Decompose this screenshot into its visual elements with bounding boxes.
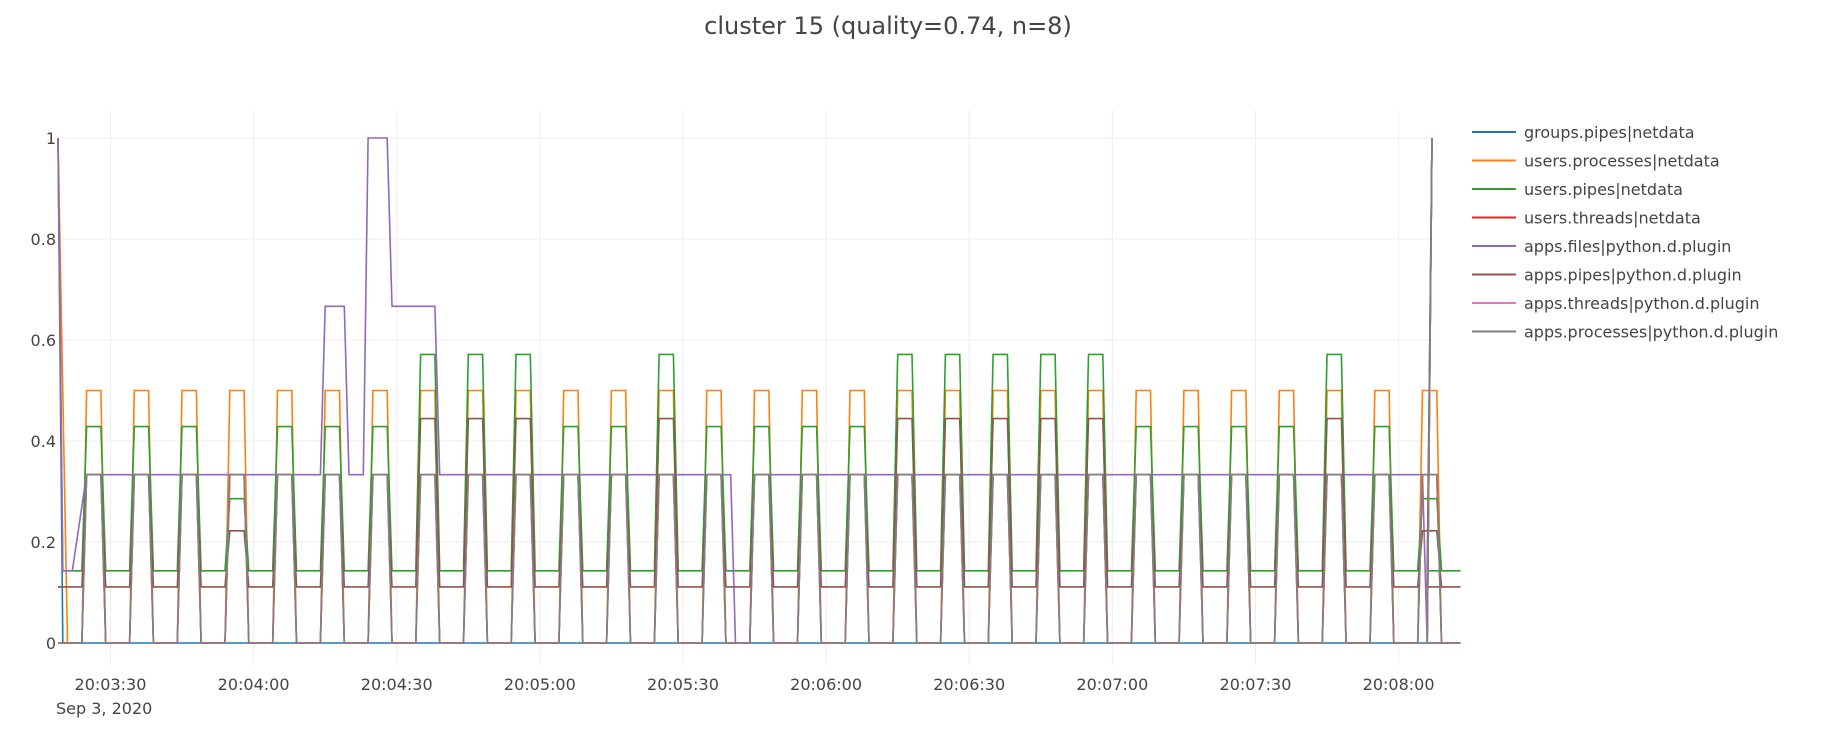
series-line-3 [57, 137, 1461, 572]
legend-item[interactable]: apps.files|python.d.plugin [1472, 237, 1731, 256]
x-tick-label: 20:06:30 [933, 675, 1005, 694]
x-tick-label: 20:04:30 [361, 675, 433, 694]
legend-label: users.processes|netdata [1524, 152, 1720, 171]
legend-item[interactable]: groups.pipes|netdata [1472, 123, 1695, 142]
x-tick-label: 20:04:00 [218, 675, 290, 694]
legend-label: apps.pipes|python.d.plugin [1524, 266, 1742, 285]
y-tick-label: 0 [46, 634, 56, 653]
chart-title: cluster 15 (quality=0.74, n=8) [704, 12, 1072, 40]
series-line-1 [57, 137, 1433, 644]
legend-item[interactable]: apps.pipes|python.d.plugin [1472, 266, 1742, 285]
y-tick-label: 0.2 [31, 533, 56, 552]
legend-item[interactable]: apps.processes|python.d.plugin [1472, 323, 1778, 342]
legend-item[interactable]: apps.threads|python.d.plugin [1472, 294, 1760, 313]
legend-item[interactable]: users.pipes|netdata [1472, 180, 1683, 199]
legend-label: users.pipes|netdata [1524, 180, 1683, 199]
axis-labels: 20:03:30 20:04:00 20:04:30 20:05:00 20:05:30… [31, 129, 1435, 694]
y-tick-label: 0.4 [31, 432, 56, 451]
y-tick-label: 1 [46, 129, 56, 148]
y-tick-label: 0.6 [31, 331, 56, 350]
y-tick-label: 0.8 [31, 230, 56, 249]
x-tick-label: 20:07:00 [1076, 675, 1148, 694]
x-tick-label: 20:05:00 [504, 675, 576, 694]
series-lines [57, 137, 1461, 644]
gridlines [58, 110, 1432, 665]
x-date-label: Sep 3, 2020 [56, 699, 152, 718]
legend-item[interactable]: users.threads|netdata [1472, 209, 1701, 228]
legend-item[interactable]: users.processes|netdata [1472, 152, 1720, 171]
series-line-5 [57, 137, 1433, 644]
legend-label: apps.threads|python.d.plugin [1524, 294, 1760, 313]
legend-label: groups.pipes|netdata [1524, 123, 1695, 142]
x-tick-label: 20:03:30 [75, 675, 147, 694]
legend-label: apps.files|python.d.plugin [1524, 237, 1731, 256]
legend-label: users.threads|netdata [1524, 209, 1701, 228]
x-tick-label: 20:08:00 [1363, 675, 1435, 694]
x-tick-label: 20:07:30 [1220, 675, 1292, 694]
series-line-8 [58, 137, 1461, 644]
legend[interactable]: groups.pipes|netdata users.processes|netd… [1472, 123, 1778, 342]
x-tick-label: 20:05:30 [647, 675, 719, 694]
legend-label: apps.processes|python.d.plugin [1524, 323, 1778, 342]
x-tick-label: 20:06:00 [790, 675, 862, 694]
series-line-6 [58, 137, 1461, 588]
